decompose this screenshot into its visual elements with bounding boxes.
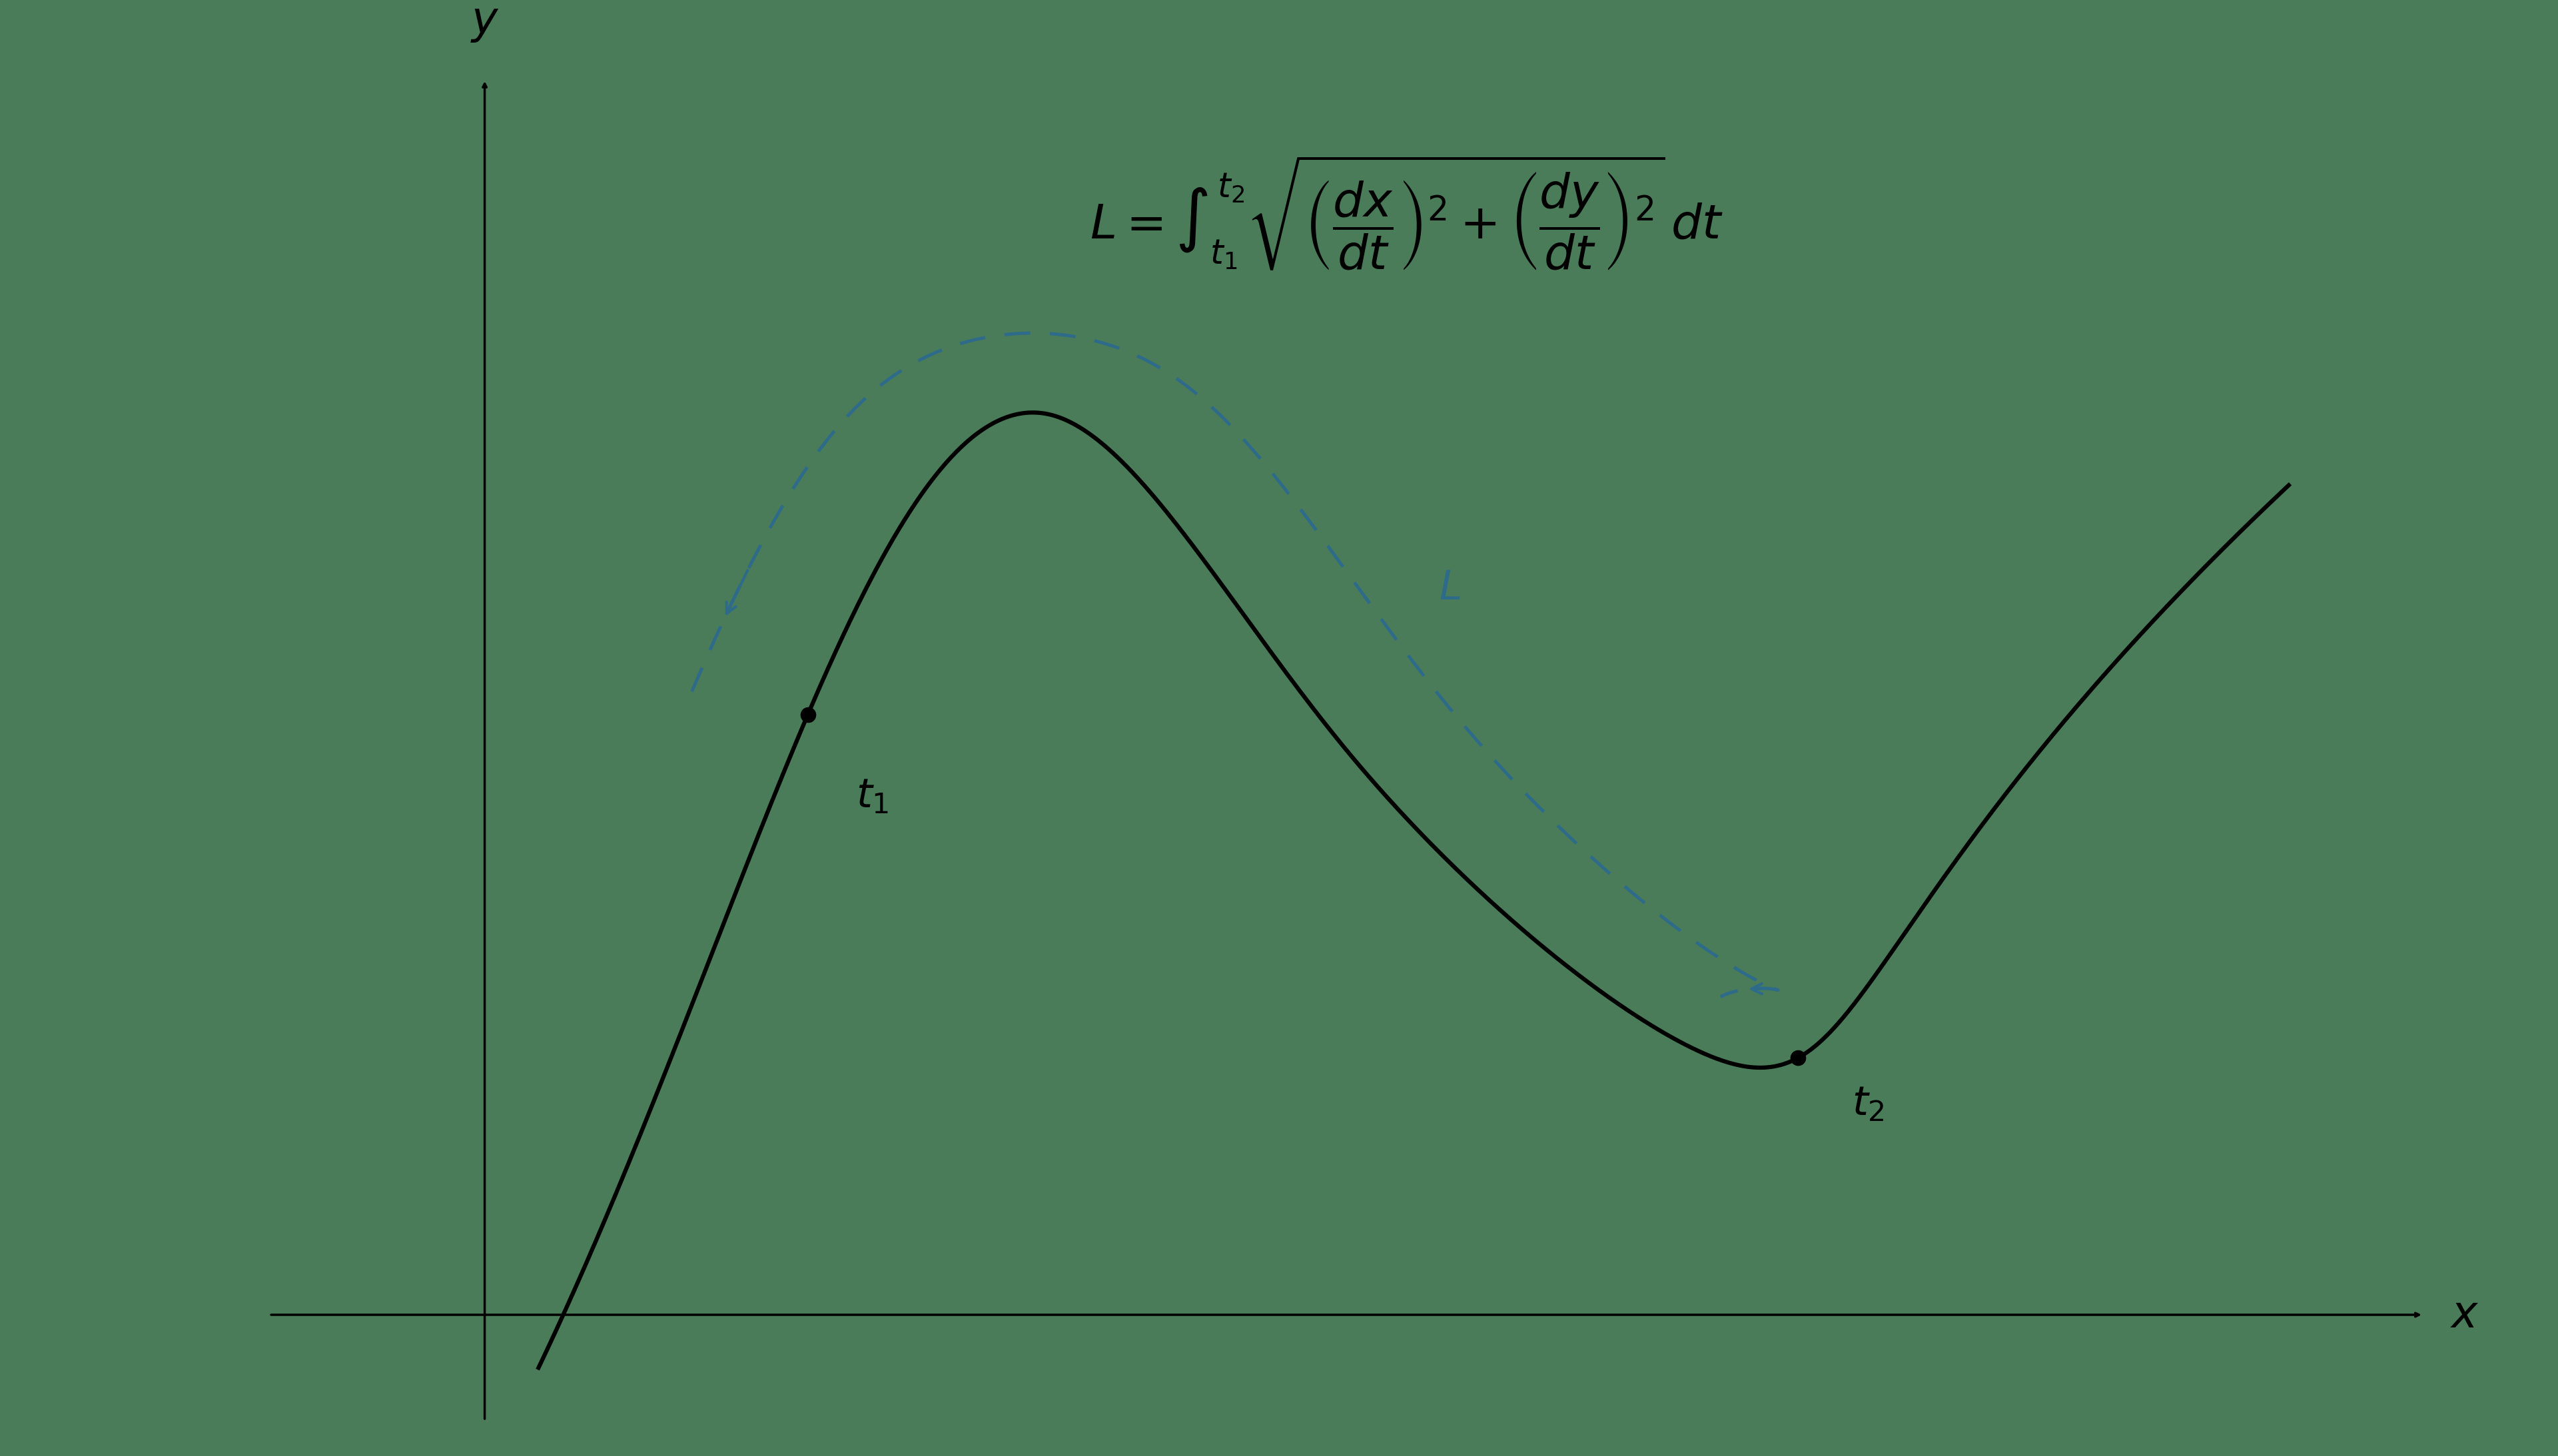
Text: $x$: $x$ <box>2451 1293 2479 1337</box>
Text: $y$: $y$ <box>471 0 499 44</box>
Text: $L$: $L$ <box>1440 569 1461 609</box>
Text: $t_2$: $t_2$ <box>1852 1085 1885 1124</box>
Text: $L = \int_{t_1}^{t_2} \sqrt{\left(\dfrac{dx}{dt}\right)^2 + \left(\dfrac{dy}{dt}: $L = \int_{t_1}^{t_2} \sqrt{\left(\dfrac… <box>1090 154 1724 272</box>
Text: $t_1$: $t_1$ <box>857 776 890 815</box>
